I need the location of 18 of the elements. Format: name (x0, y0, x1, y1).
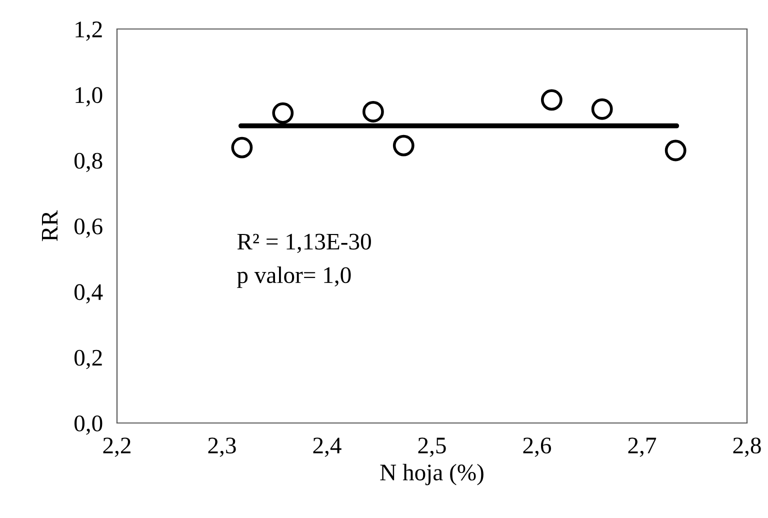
annotation: R² = 1,13E-30 (237, 234, 371, 254)
x-tick-label: 2,8 (733, 438, 761, 457)
x-tick-label: 2,6 (523, 438, 552, 457)
y-tick-label: 0,4 (74, 284, 103, 304)
y-tick-label: 0,0 (74, 415, 102, 435)
x-axis-title: N hoja (%) (380, 464, 484, 486)
y-tick-label: 0,8 (74, 152, 102, 172)
y-tick-label: 0,6 (74, 218, 102, 238)
x-tick-label: 2,3 (208, 438, 236, 457)
x-tick-label: 2,4 (313, 438, 342, 457)
x-tick-label: 2,7 (628, 438, 656, 457)
y-tick-label: 1,0 (76, 87, 102, 106)
annotation: p valor= 1,0 (237, 266, 351, 288)
y-tick-label: 1,2 (76, 22, 102, 41)
x-tick-label: 2,2 (103, 438, 130, 457)
y-tick-label: 0,2 (74, 350, 102, 370)
x-tick-label: 2,5 (418, 438, 446, 457)
y-axis-title: RR (42, 210, 58, 242)
